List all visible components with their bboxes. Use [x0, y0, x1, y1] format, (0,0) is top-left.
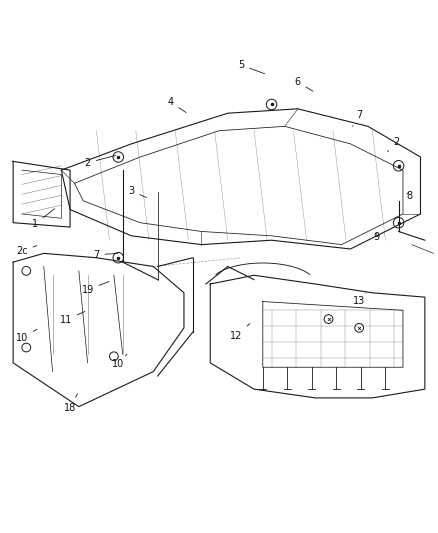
Text: 6: 6: [295, 77, 313, 91]
Text: 9: 9: [374, 232, 380, 242]
Text: 2: 2: [388, 136, 399, 152]
Text: 4: 4: [168, 97, 186, 112]
Text: 7: 7: [93, 249, 118, 260]
Text: 10: 10: [112, 354, 127, 369]
Text: 5: 5: [238, 60, 265, 74]
Text: 8: 8: [406, 191, 413, 201]
Text: 2c: 2c: [16, 246, 37, 256]
Text: 1: 1: [32, 208, 55, 229]
Text: 7: 7: [353, 110, 362, 126]
Text: 2: 2: [85, 156, 116, 168]
Text: 13: 13: [353, 293, 366, 305]
Text: 12: 12: [230, 324, 250, 341]
Text: 3: 3: [128, 186, 146, 198]
Text: 19: 19: [81, 281, 109, 295]
Text: 11: 11: [60, 311, 85, 325]
Text: 18: 18: [64, 394, 78, 413]
Text: 10: 10: [16, 329, 37, 343]
